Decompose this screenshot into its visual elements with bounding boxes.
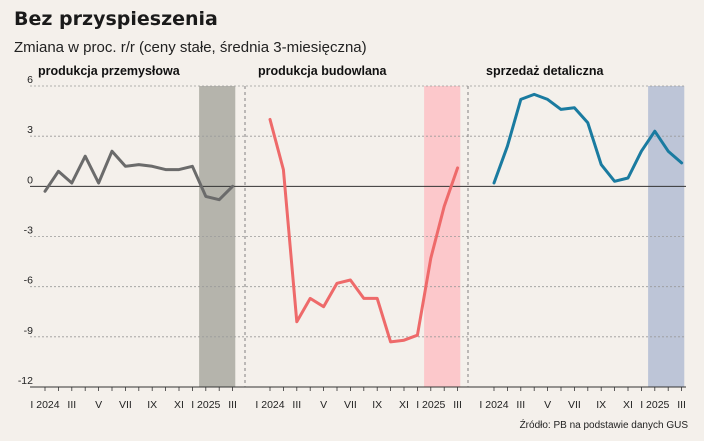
x-tick-label: VII: [568, 399, 581, 411]
panel-title-2: produkcja budowlana: [258, 64, 388, 78]
x-tick-label: I 2024: [479, 399, 508, 411]
x-tick-label: VII: [119, 399, 132, 411]
chart-subtitle: Zmiana w proc. r/r (ceny stałe, średnia …: [14, 39, 367, 56]
x-tick-label: IX: [147, 399, 157, 411]
x-tick-label: V: [320, 399, 327, 411]
chart-title: Bez przyspieszenia: [14, 8, 218, 30]
x-tick-label: I 2025: [640, 399, 669, 411]
x-tick-label: I 2024: [255, 399, 284, 411]
x-tick-label: IX: [596, 399, 606, 411]
y-tick-label: 0: [27, 174, 33, 186]
x-tick-label: III: [677, 399, 686, 411]
x-tick-label: XI: [399, 399, 409, 411]
panel-title-3: sprzedaż detaliczna: [486, 64, 604, 78]
x-tick-label: III: [228, 399, 237, 411]
x-tick-label: I 2024: [30, 399, 59, 411]
series-line-2: [268, 117, 460, 344]
x-tick-label: VII: [344, 399, 357, 411]
x-tick-label: V: [544, 399, 551, 411]
x-tick-label: III: [292, 399, 301, 411]
panel-title-1: produkcja przemysłowa: [38, 64, 181, 78]
series-line-3: [492, 92, 684, 185]
x-tick-label: III: [516, 399, 525, 411]
x-tick-label: V: [95, 399, 102, 411]
x-tick-label: I 2025: [416, 399, 445, 411]
y-tick-label: 6: [27, 74, 33, 86]
y-tick-label: -6: [24, 275, 33, 287]
y-tick-label: -3: [24, 225, 33, 237]
x-tick-label: I 2025: [191, 399, 220, 411]
source-note: Źródło: PB na podstawie danych GUS: [519, 420, 688, 431]
highlight-band-1: [199, 86, 236, 387]
x-tick-label: III: [453, 399, 462, 411]
x-tick-label: XI: [623, 399, 633, 411]
series-line-1: [43, 149, 235, 202]
x-tick-label: IX: [372, 399, 382, 411]
y-tick-label: -9: [24, 325, 33, 337]
x-tick-label: III: [67, 399, 76, 411]
y-tick-label: -12: [18, 375, 33, 387]
x-tick-label: XI: [174, 399, 184, 411]
y-tick-label: 3: [27, 124, 33, 136]
